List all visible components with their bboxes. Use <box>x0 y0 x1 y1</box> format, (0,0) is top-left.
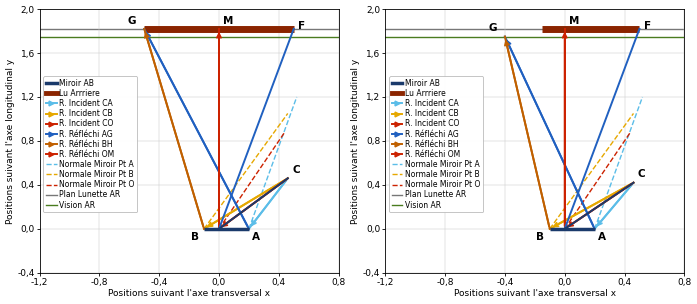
X-axis label: Positions suivant l'axe transversal x: Positions suivant l'axe transversal x <box>454 289 616 299</box>
Text: A: A <box>597 232 606 242</box>
Y-axis label: Positions suivant l'axe longitudinal y: Positions suivant l'axe longitudinal y <box>6 58 15 223</box>
Text: G: G <box>489 23 497 33</box>
Text: C: C <box>638 169 645 179</box>
Text: B: B <box>536 232 544 242</box>
Text: M: M <box>569 16 580 26</box>
Y-axis label: Positions suivant l'axe longitudinal y: Positions suivant l'axe longitudinal y <box>351 58 360 223</box>
Legend: Miroir AB, Lu Arrriere, R. Incident CA, R. Incident CB, R. Incident CO, R. Réflé: Miroir AB, Lu Arrriere, R. Incident CA, … <box>389 76 483 212</box>
Text: G: G <box>128 16 137 26</box>
Text: C: C <box>292 165 300 175</box>
Text: A: A <box>252 232 260 242</box>
Text: M: M <box>224 16 234 26</box>
X-axis label: Positions suivant l'axe transversal x: Positions suivant l'axe transversal x <box>108 289 270 299</box>
Text: B: B <box>190 232 199 242</box>
Text: F: F <box>644 21 651 31</box>
Legend: Miroir AB, Lu Arrriere, R. Incident CA, R. Incident CB, R. Incident CO, R. Réflé: Miroir AB, Lu Arrriere, R. Incident CA, … <box>43 76 137 212</box>
Text: F: F <box>298 21 305 31</box>
